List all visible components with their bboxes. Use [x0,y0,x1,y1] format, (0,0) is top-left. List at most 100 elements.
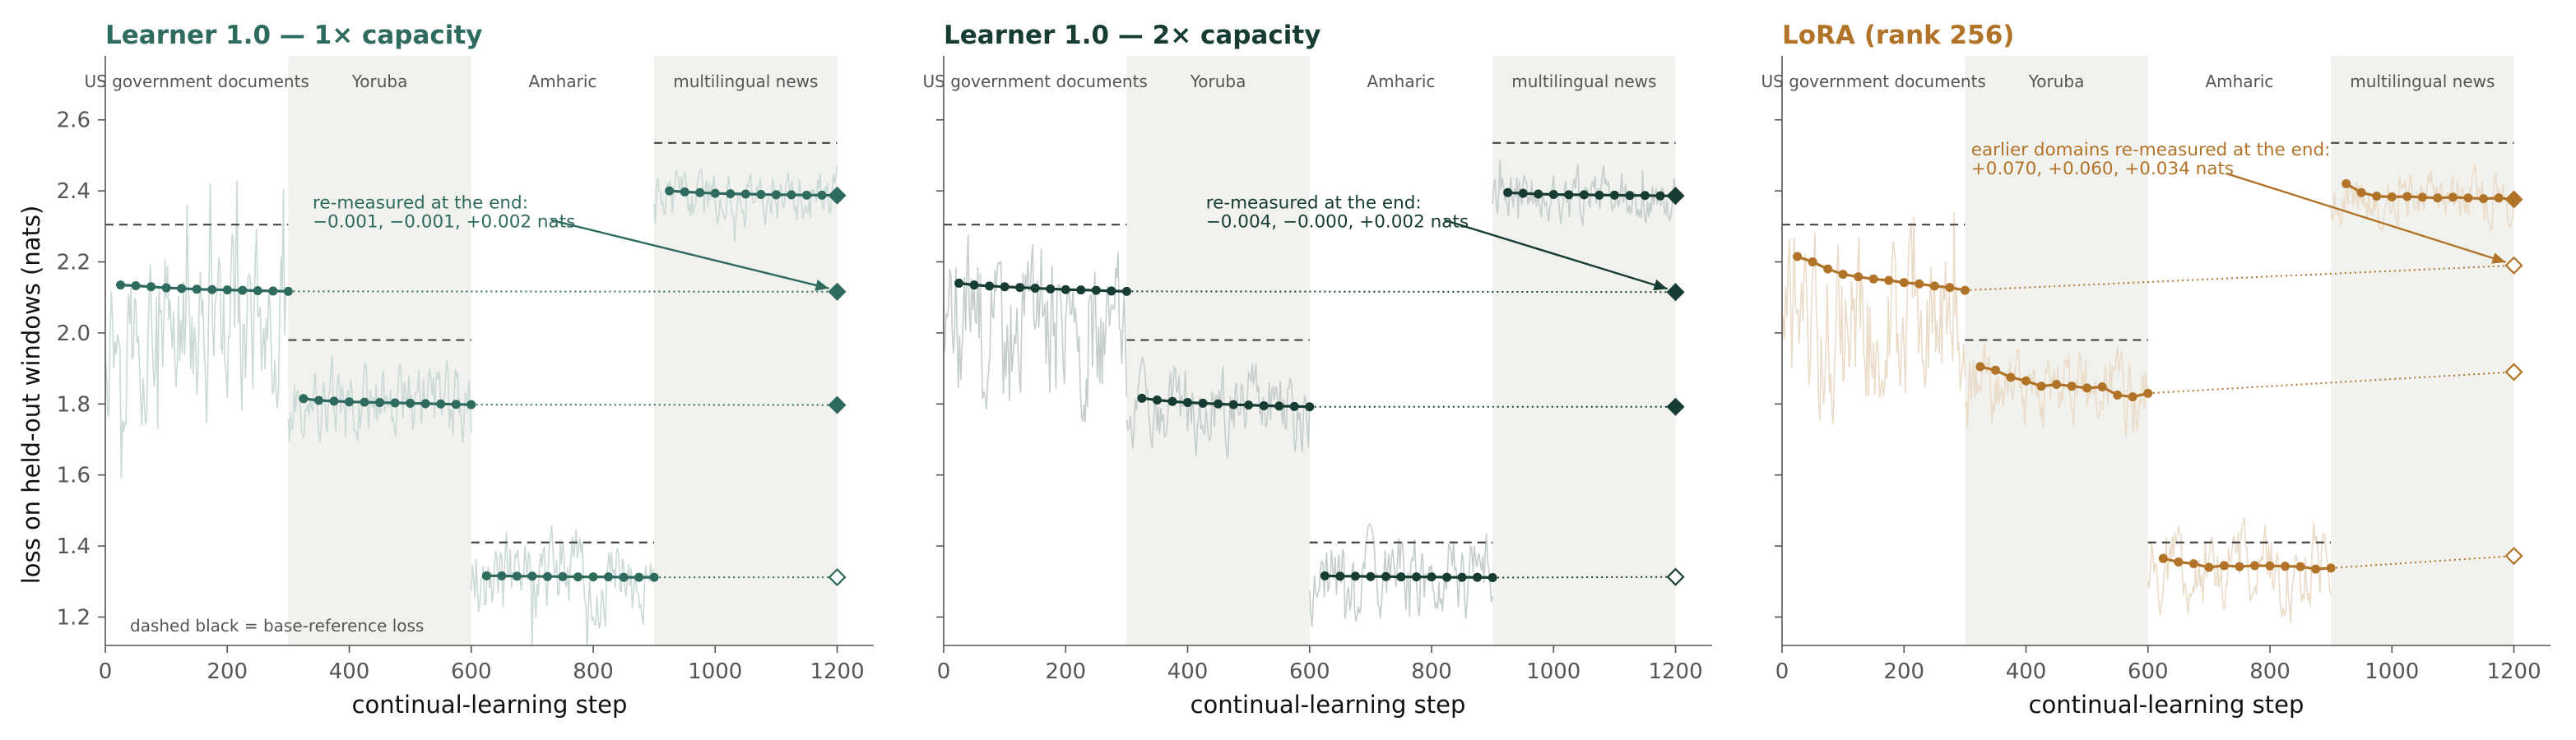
data-point [1518,188,1528,198]
data-point [2249,561,2259,571]
data-point [787,190,796,200]
data-point [1823,264,1833,274]
y-tick-label: 1.6 [57,464,91,488]
chart-panel-3: US government documents Yoruba Amharic mult… [1761,21,2550,719]
data-point [2036,382,2046,391]
data-point [771,190,781,200]
chart-panel-2: US government documents Yoruba Amharic mult… [923,21,1712,719]
y-tick-label: 2.4 [57,179,91,204]
annotation-arrowhead [1653,279,1668,291]
end-remeasure-marker-4 [2504,190,2523,209]
data-point [1975,362,1985,372]
end-remeasure-marker-2 [1666,397,1685,416]
data-point [2021,376,2031,386]
x-tick-label: 200 [1883,659,1924,684]
data-point [436,399,446,409]
x-tick-label: 1000 [2365,659,2419,684]
data-point [1960,285,1970,295]
data-point [985,281,995,291]
data-point [1381,571,1390,581]
x-tick-label: 800 [1411,659,1452,684]
remeasure-connector-3 [1492,576,1676,579]
data-point [375,398,385,408]
x-tick-label: 1200 [1648,659,1702,684]
data-point [817,190,827,200]
data-point [161,283,171,293]
data-point [1655,191,1665,201]
data-point [1091,285,1101,295]
end-remeasure-marker-3 [2504,547,2523,566]
data-point [680,187,689,197]
annotation-arrow [2226,172,2506,263]
y-tick-label: 2.2 [57,251,91,275]
data-point [2478,194,2488,204]
data-point [2158,553,2168,563]
end-remeasure-marker-2 [828,395,847,414]
data-point [2188,559,2198,569]
data-point [2356,187,2366,197]
x-tick-label: 600 [451,659,492,684]
domain-label-1: US government documents [923,72,1148,91]
domain-label-4: multilingual news [2350,72,2495,91]
x-tick-label: 400 [1167,659,1209,684]
remeasure-connector-2 [2147,371,2514,395]
x-tick-label: 1000 [1526,659,1580,684]
x-tick-label: 1200 [810,659,864,684]
data-point [2219,561,2229,571]
data-point [1579,190,1589,200]
data-point [1076,285,1086,295]
panel-title: Learner 1.0 — 1× capacity [105,21,482,50]
raw-loss-trace-3 [2147,517,2332,624]
data-point [1594,190,1604,200]
data-point [406,398,415,408]
data-point [2342,178,2351,188]
raw-loss-trace-1 [1782,211,1966,424]
data-point [207,284,217,294]
data-point [2235,562,2244,571]
annotation: earlier domains re-measured at the end:+… [1971,140,2506,264]
data-point [726,189,736,199]
data-point [2387,192,2397,201]
data-point [360,397,369,407]
data-point [1503,187,1513,197]
data-point [2281,562,2291,571]
data-point [2372,192,2382,201]
data-point [1015,283,1025,293]
annotation-arrowhead [2491,252,2506,264]
data-point [1854,272,1864,282]
data-point [222,285,232,295]
data-point [558,571,568,581]
y-tick-label: 1.4 [57,534,91,559]
data-point [390,398,400,408]
data-point [1000,282,1010,292]
data-point [1183,398,1193,408]
data-point [1228,400,1238,409]
data-point [1793,252,1803,261]
data-point [542,571,552,581]
data-point [634,572,644,582]
raw-loss-trace-4 [2330,164,2515,233]
domain-label-2: Yoruba [2028,72,2085,91]
domain-band-4 [2331,56,2514,645]
data-point [177,284,187,294]
x-tick-label: 800 [573,659,614,684]
data-point [1046,284,1056,294]
data-point [1411,572,1421,582]
x-tick-label: 200 [207,659,248,684]
data-point [969,280,979,290]
end-remeasure-marker-1 [2504,256,2523,275]
data-point [1320,571,1330,580]
raw-loss-trace-1 [105,180,290,479]
data-point [2128,392,2137,402]
data-point [954,278,964,288]
data-point [2006,372,2016,382]
data-point [466,400,476,409]
data-point [1457,572,1467,582]
data-point [1868,274,1878,284]
data-point [1259,400,1269,410]
data-point [1198,398,1208,408]
data-point [2204,562,2214,572]
data-point [1808,257,1817,267]
data-point [1884,275,1894,285]
series-line-3 [1325,574,1493,580]
